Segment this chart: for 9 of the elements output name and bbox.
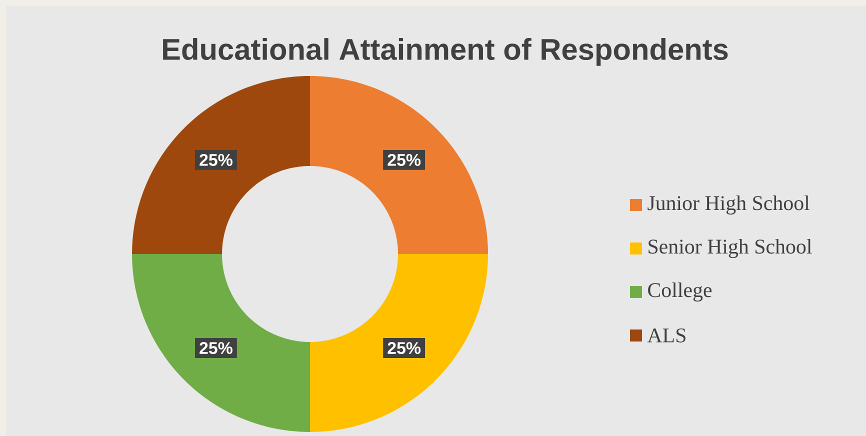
legend-label: Junior High School [648, 195, 810, 215]
data-label: 25% [200, 154, 232, 166]
data-label: 25% [388, 342, 421, 354]
legend-label: ALS [647, 328, 686, 343]
data-label: 25% [388, 154, 421, 166]
chart-title: Educational Attainment of Respondents [163, 38, 728, 66]
data-label: 25% [200, 342, 232, 354]
legend-label: College [648, 282, 712, 302]
legend-label: Senior High School [648, 238, 812, 258]
